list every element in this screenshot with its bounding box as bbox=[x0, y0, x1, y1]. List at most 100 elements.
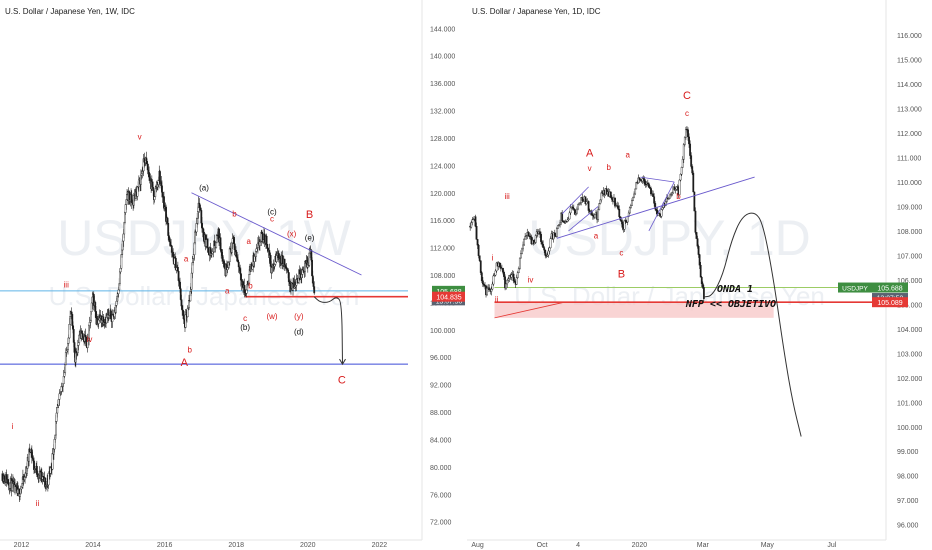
daily-x-tick-label: 4 bbox=[576, 542, 580, 549]
weekly-projection-curve bbox=[313, 296, 344, 365]
candle-body bbox=[152, 187, 155, 191]
candle-body bbox=[58, 393, 61, 400]
daily-y-tick-label: 106.000 bbox=[897, 278, 922, 285]
candle-body bbox=[494, 270, 497, 276]
badge-symbol-box bbox=[838, 282, 872, 293]
candle-body bbox=[642, 178, 645, 180]
candle-body bbox=[568, 212, 571, 220]
candle-body bbox=[495, 262, 498, 272]
weekly-y-tick-label: 124.000 bbox=[430, 163, 455, 170]
candle-body bbox=[549, 238, 552, 249]
candle-body bbox=[492, 275, 495, 285]
weekly-y-tick-label: 80.000 bbox=[430, 465, 452, 472]
wave-label: iv bbox=[528, 275, 534, 284]
candle-body bbox=[548, 247, 551, 252]
daily-y-tick-label: 96.000 bbox=[897, 523, 919, 530]
candle-body bbox=[146, 161, 148, 165]
candle-body bbox=[512, 273, 515, 282]
candle-body bbox=[567, 218, 570, 221]
candle-body bbox=[637, 177, 640, 184]
candle-body bbox=[571, 206, 574, 209]
candle-body bbox=[668, 198, 670, 200]
candle-body bbox=[665, 197, 668, 202]
candle-body bbox=[591, 214, 594, 217]
candle-body bbox=[587, 201, 590, 211]
candle-body bbox=[522, 244, 524, 250]
candle-body bbox=[154, 188, 157, 197]
candle-body bbox=[683, 137, 686, 145]
wave-label: b bbox=[248, 282, 253, 291]
wave-label: A bbox=[586, 147, 594, 159]
weekly-price-axis-panel bbox=[408, 0, 465, 550]
weekly-y-tick-label: 144.000 bbox=[430, 26, 455, 33]
daily-y-tick-label: 107.000 bbox=[897, 253, 922, 260]
candle-body bbox=[529, 235, 532, 238]
daily-x-tick-label: Mar bbox=[697, 542, 710, 549]
daily-projection-curve bbox=[703, 212, 802, 437]
annotation-text: ONDA 1 bbox=[717, 284, 753, 295]
wave-label: (d) bbox=[294, 328, 304, 337]
candle-body bbox=[644, 183, 647, 186]
candle-body bbox=[472, 218, 475, 221]
weekly-chart[interactable]: USDJPY, 1WU.S. Dollar / Japanese YenU.S.… bbox=[0, 0, 466, 550]
badge-symbol-text: USDJPY bbox=[842, 286, 868, 293]
candle-body bbox=[542, 244, 545, 248]
candle-body bbox=[599, 199, 602, 204]
candle-body bbox=[577, 204, 579, 210]
candle-body bbox=[699, 264, 702, 278]
candle-body bbox=[654, 203, 657, 210]
weekly-x-tick-label: 2022 bbox=[372, 542, 388, 549]
candle-body bbox=[590, 210, 593, 216]
daily-y-tick-label: 115.000 bbox=[897, 58, 922, 65]
pane-divider[interactable] bbox=[465, 0, 467, 550]
candle-body bbox=[614, 197, 616, 207]
candle-body bbox=[678, 179, 681, 195]
candle-body bbox=[584, 196, 587, 204]
wave-label: c bbox=[270, 215, 274, 224]
weekly-y-tick-label: 76.000 bbox=[430, 492, 452, 499]
candle-body bbox=[573, 209, 576, 215]
candle-body bbox=[504, 276, 506, 289]
candle-body bbox=[266, 244, 269, 249]
candle-body bbox=[679, 174, 682, 181]
candle-body bbox=[684, 129, 687, 138]
price-badge bbox=[872, 282, 908, 293]
candle-body bbox=[477, 244, 480, 256]
candle-body bbox=[696, 238, 699, 247]
candle-body bbox=[552, 232, 555, 240]
candle-body bbox=[618, 208, 621, 217]
candle-body bbox=[576, 208, 578, 214]
candle-body bbox=[689, 143, 692, 156]
wave-label: v bbox=[138, 132, 142, 141]
candle-body bbox=[695, 232, 698, 239]
daily-y-tick-label: 105.000 bbox=[897, 302, 922, 309]
candle-body bbox=[623, 220, 626, 230]
channel-line bbox=[568, 206, 599, 232]
candle-body bbox=[513, 280, 516, 283]
daily-chart[interactable]: USDJPY, 1DU.S. Dollar / Japanese YenU.S.… bbox=[467, 0, 932, 550]
weekly-trendline bbox=[191, 192, 362, 276]
candle-body bbox=[664, 201, 667, 206]
wave-label: b bbox=[606, 163, 611, 172]
weekly-candles bbox=[1, 151, 316, 502]
candle-body bbox=[313, 286, 316, 294]
daily-y-tick-label: 109.000 bbox=[897, 204, 922, 211]
candle-body bbox=[624, 220, 627, 222]
weekly-x-tick-label: 2014 bbox=[85, 542, 101, 549]
candle-body bbox=[228, 248, 231, 262]
candle-body bbox=[525, 235, 528, 237]
wave-label: a bbox=[247, 237, 252, 246]
candle-body bbox=[517, 268, 520, 273]
candle-body bbox=[650, 188, 652, 195]
daily-x-tick-label: May bbox=[761, 542, 775, 549]
candle-body bbox=[237, 261, 240, 268]
candle-body bbox=[110, 310, 112, 319]
candle-body bbox=[544, 249, 547, 256]
candle-body bbox=[698, 254, 701, 266]
candle-body bbox=[641, 178, 644, 182]
candle-body bbox=[691, 166, 694, 174]
candle-body bbox=[566, 219, 569, 222]
price-badge-text: 105.688 bbox=[877, 286, 902, 293]
candle-body bbox=[669, 194, 671, 199]
candle-body bbox=[565, 221, 568, 223]
